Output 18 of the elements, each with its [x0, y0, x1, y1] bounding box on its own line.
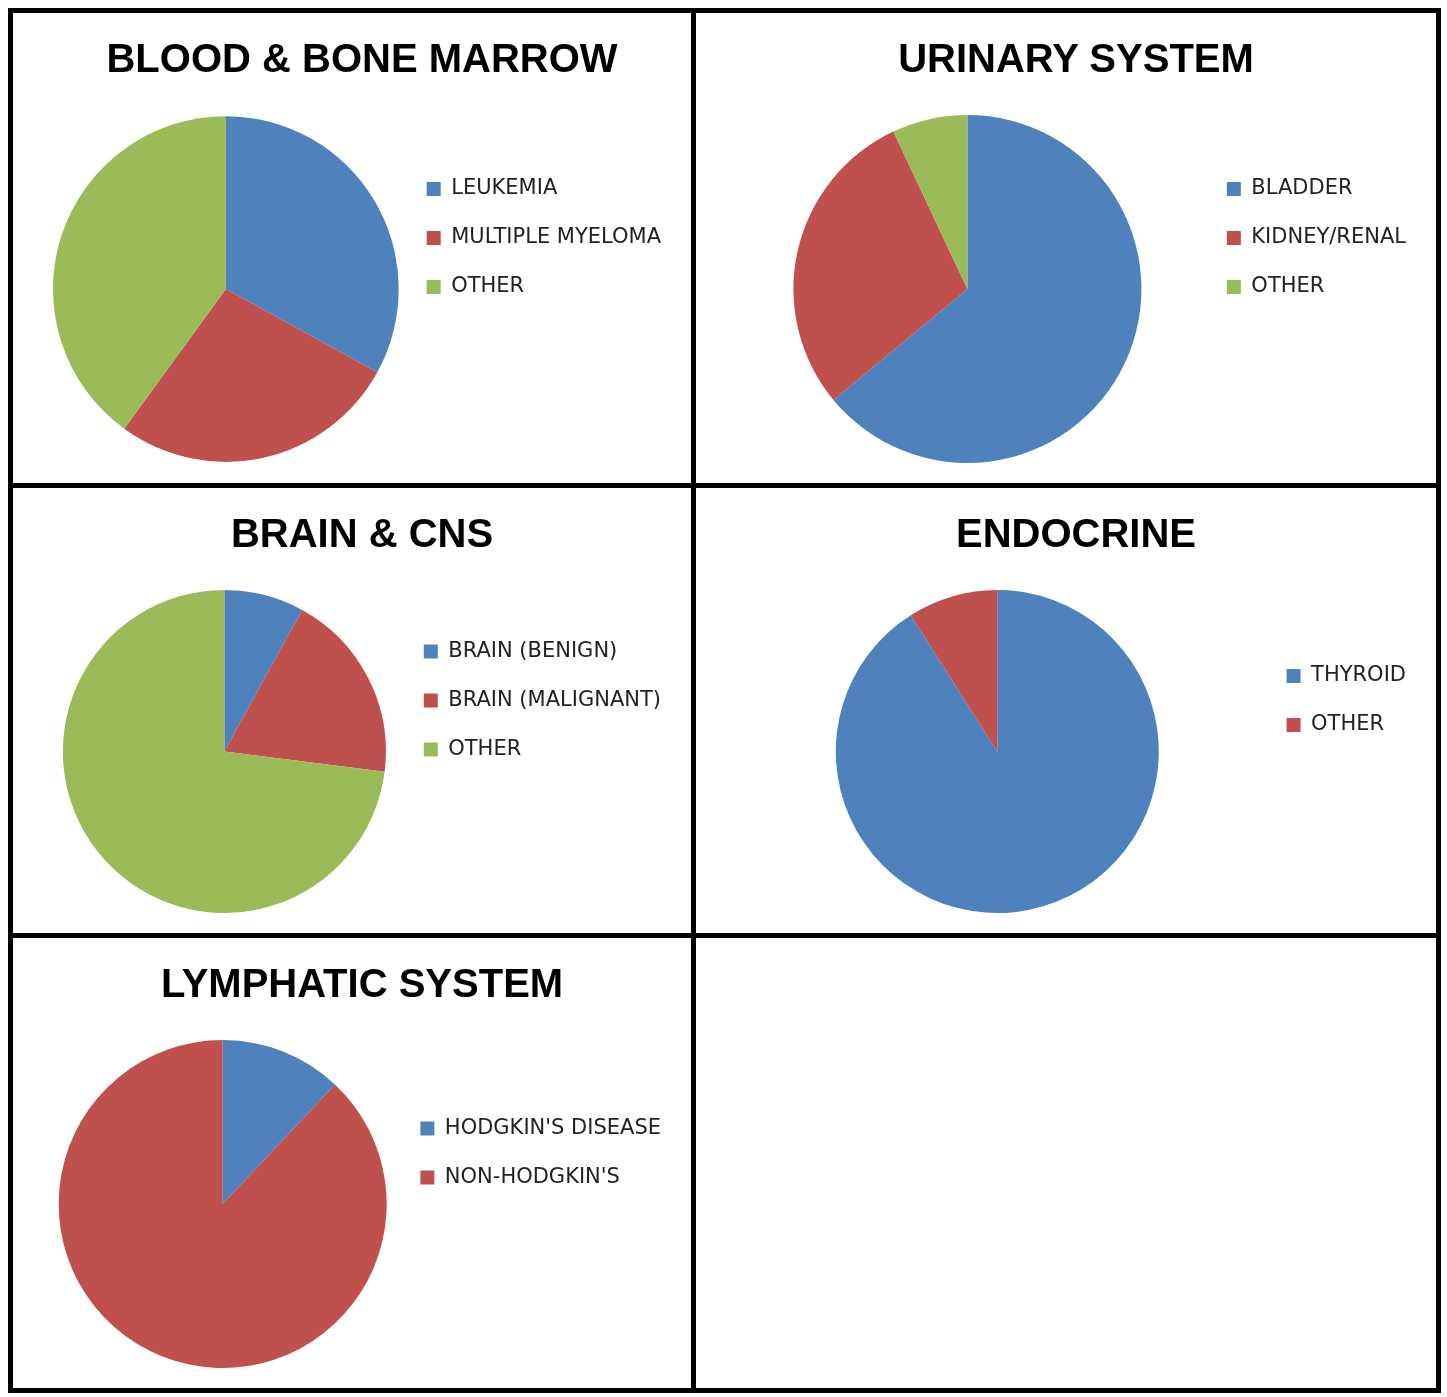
legend-label: KIDNEY/RENAL	[1251, 224, 1407, 249]
chart-title: LYMPHATIC SYSTEM	[160, 961, 564, 1006]
legend-label: BRAIN (MALIGNANT)	[448, 686, 662, 711]
legend-label: OTHER	[1311, 711, 1385, 736]
chart-title: BLOOD & BONE MARROW	[106, 36, 618, 81]
legend-label: BLADDER	[1251, 175, 1353, 200]
legend-label: OTHER	[451, 273, 525, 298]
legend-label: NON-HODGKIN'S	[444, 1163, 620, 1188]
legend-label: THYROID	[1310, 662, 1407, 687]
legend-label: MULTIPLE MYELOMA	[451, 224, 662, 249]
legend-label: BRAIN (BENIGN)	[448, 637, 618, 662]
legend-label: OTHER	[448, 735, 522, 760]
legend-label: LEUKEMIA	[451, 175, 558, 200]
legend-label: HODGKIN'S DISEASE	[444, 1114, 662, 1139]
legend-label: OTHER	[1251, 273, 1325, 298]
chart-title: ENDOCRINE	[955, 511, 1197, 556]
chart-title: URINARY SYSTEM	[898, 36, 1254, 81]
chart-title: BRAIN & CNS	[230, 511, 494, 556]
